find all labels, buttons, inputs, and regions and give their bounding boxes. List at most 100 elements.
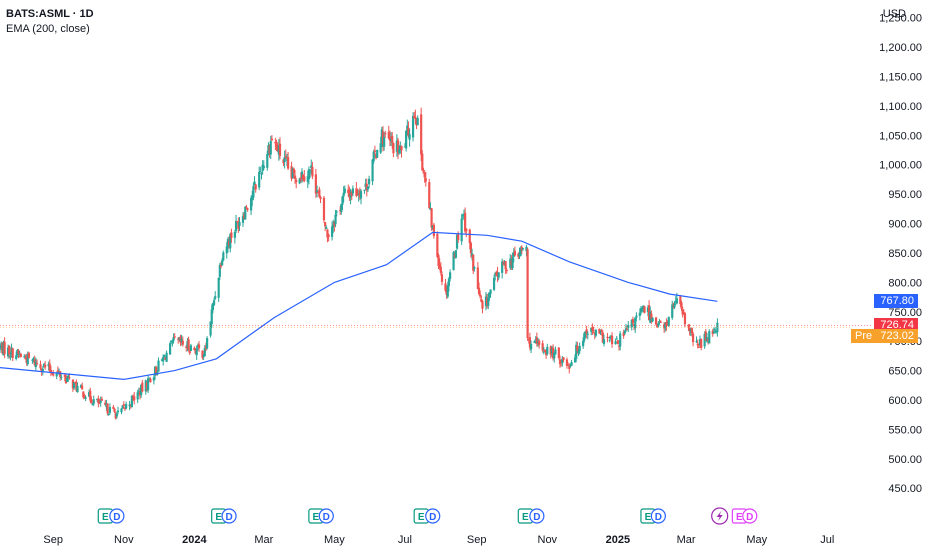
candle-body[interactable] xyxy=(261,164,264,172)
candle-body[interactable] xyxy=(262,165,265,169)
candle-body[interactable] xyxy=(267,145,270,156)
candle-body[interactable] xyxy=(667,317,670,326)
candle-body[interactable] xyxy=(558,359,562,365)
candle-body[interactable] xyxy=(41,368,44,372)
candle-body[interactable] xyxy=(122,404,125,406)
candle-body[interactable] xyxy=(226,239,230,247)
candle-body[interactable] xyxy=(376,150,379,158)
candle-body[interactable] xyxy=(666,324,669,326)
candle-body[interactable] xyxy=(480,299,483,302)
candle-body[interactable] xyxy=(186,341,189,348)
candle-body[interactable] xyxy=(17,350,20,355)
candle-body[interactable] xyxy=(648,305,651,321)
candle-body[interactable] xyxy=(688,327,691,332)
candle-body[interactable] xyxy=(439,266,442,273)
candle-body[interactable] xyxy=(570,362,573,366)
candle-body[interactable] xyxy=(214,296,217,299)
candle-body[interactable] xyxy=(534,339,537,341)
candle-body[interactable] xyxy=(178,337,181,340)
candle-body[interactable] xyxy=(63,375,66,377)
candle-body[interactable] xyxy=(643,306,646,313)
dividend-marker[interactable] xyxy=(109,508,125,524)
candle-body[interactable] xyxy=(538,340,541,345)
candle-body[interactable] xyxy=(550,348,554,354)
candle-body[interactable] xyxy=(691,333,695,343)
candle-body[interactable] xyxy=(106,403,109,414)
candle-body[interactable] xyxy=(712,331,715,334)
candle-body[interactable] xyxy=(56,370,59,372)
candle-body[interactable] xyxy=(218,264,221,277)
candle-body[interactable] xyxy=(444,283,447,291)
candle-body[interactable] xyxy=(333,221,336,226)
candle-body[interactable] xyxy=(282,159,285,163)
candle-body[interactable] xyxy=(98,402,101,404)
candle-body[interactable] xyxy=(49,369,53,373)
candle-body[interactable] xyxy=(104,402,107,406)
candle-body[interactable] xyxy=(162,357,165,362)
candle-body[interactable] xyxy=(180,339,183,343)
candle-body[interactable] xyxy=(437,255,440,267)
candle-body[interactable] xyxy=(529,344,533,350)
candle-body[interactable] xyxy=(423,172,426,178)
candle-body[interactable] xyxy=(545,351,548,356)
candle-body[interactable] xyxy=(373,150,376,152)
dividend-marker[interactable] xyxy=(529,508,545,524)
candle-body[interactable] xyxy=(48,363,51,371)
candle-body[interactable] xyxy=(436,233,439,257)
dividend-marker[interactable] xyxy=(742,508,758,524)
candle-body[interactable] xyxy=(2,342,5,356)
candle-body[interactable] xyxy=(542,351,545,353)
candle-body[interactable] xyxy=(303,176,306,181)
candle-body[interactable] xyxy=(254,184,257,190)
candle-body[interactable] xyxy=(698,339,702,346)
candle-body[interactable] xyxy=(241,216,245,223)
candle-body[interactable] xyxy=(541,343,544,351)
candle-body[interactable] xyxy=(40,368,43,372)
candle-body[interactable] xyxy=(290,166,293,179)
candle-body[interactable] xyxy=(120,408,123,413)
candle-body[interactable] xyxy=(227,241,231,246)
candle-body[interactable] xyxy=(519,248,522,256)
candle-body[interactable] xyxy=(177,338,180,340)
candle-body[interactable] xyxy=(663,324,666,329)
candle-body[interactable] xyxy=(622,332,625,336)
candle-body[interactable] xyxy=(187,339,190,350)
candle-body[interactable] xyxy=(672,304,675,306)
candle-body[interactable] xyxy=(112,406,115,409)
candle-body[interactable] xyxy=(201,350,204,358)
candle-body[interactable] xyxy=(638,312,641,316)
candle-body[interactable] xyxy=(137,391,140,393)
candle-body[interactable] xyxy=(682,312,685,314)
candle-body[interactable] xyxy=(413,116,416,119)
candle-body[interactable] xyxy=(181,340,184,345)
candle-body[interactable] xyxy=(113,408,116,412)
candle-body[interactable] xyxy=(90,399,93,404)
candle-body[interactable] xyxy=(424,178,427,182)
candle-body[interactable] xyxy=(594,329,597,336)
candle-body[interactable] xyxy=(74,382,77,384)
candle-body[interactable] xyxy=(355,188,358,196)
candle-body[interactable] xyxy=(673,303,676,308)
candle-body[interactable] xyxy=(164,357,167,361)
candle-body[interactable] xyxy=(129,405,132,407)
candle-body[interactable] xyxy=(6,347,10,357)
candle-body[interactable] xyxy=(533,341,536,343)
candle-body[interactable] xyxy=(494,273,497,276)
candle-body[interactable] xyxy=(440,274,444,282)
candle-body[interactable] xyxy=(664,323,667,329)
candle-body[interactable] xyxy=(325,227,328,229)
candle-body[interactable] xyxy=(196,345,199,348)
candle-body[interactable] xyxy=(484,296,488,306)
candle-body[interactable] xyxy=(15,355,18,359)
candle-body[interactable] xyxy=(8,345,11,355)
candle-body[interactable] xyxy=(10,347,13,355)
candle-body[interactable] xyxy=(243,214,246,219)
candle-body[interactable] xyxy=(527,339,530,341)
candle-body[interactable] xyxy=(388,136,392,141)
candle-body[interactable] xyxy=(487,297,490,306)
candle-body[interactable] xyxy=(42,364,46,367)
candle-body[interactable] xyxy=(233,232,236,238)
candle-body[interactable] xyxy=(171,340,174,342)
candle-body[interactable] xyxy=(115,413,118,417)
candle-body[interactable] xyxy=(383,136,386,147)
